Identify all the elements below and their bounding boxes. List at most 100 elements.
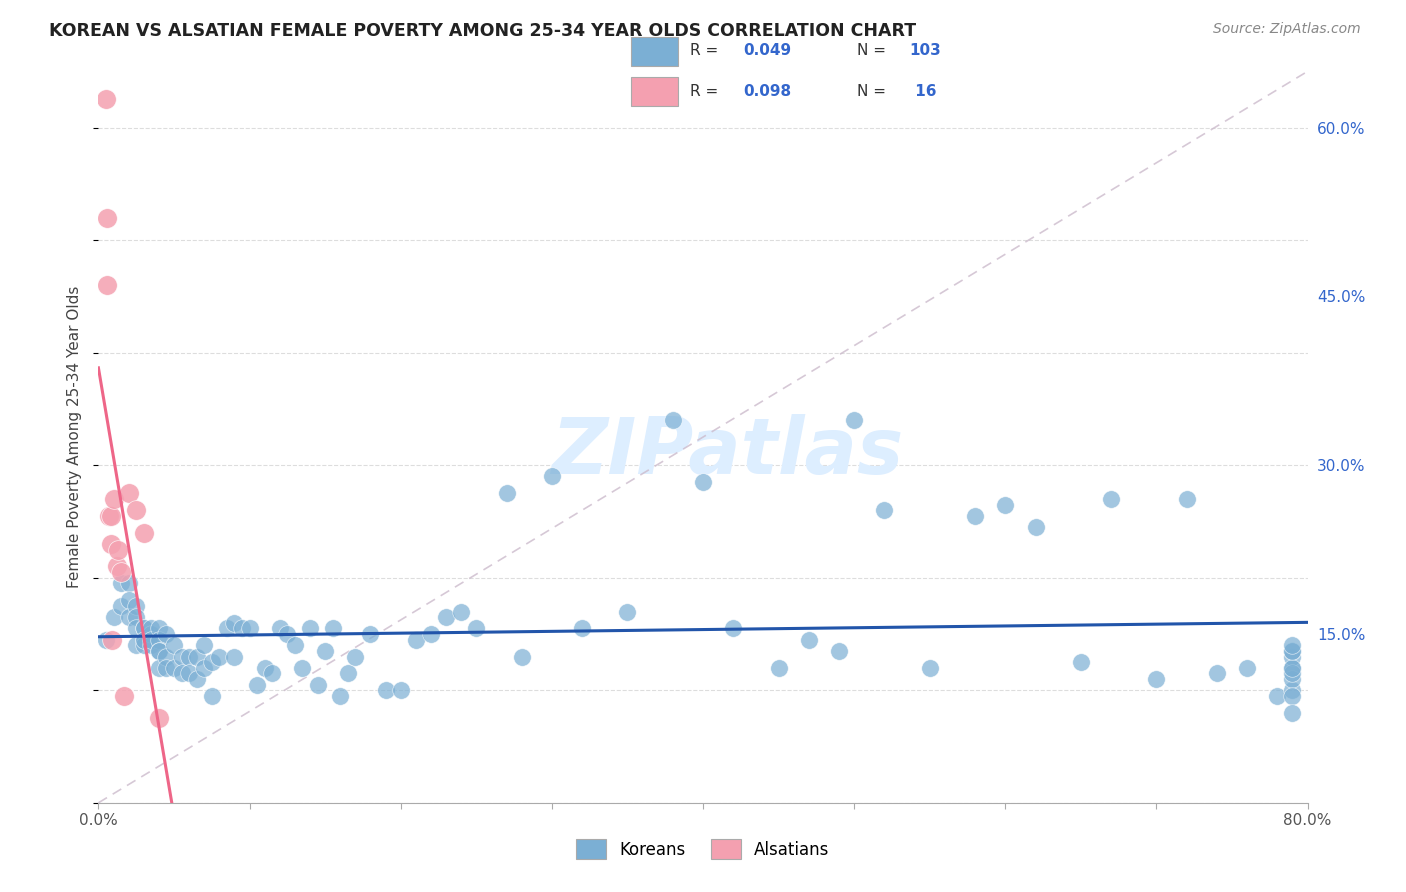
- Point: [155, 627, 177, 641]
- Point: [132, 525, 155, 540]
- Bar: [631, 77, 678, 106]
- Point: [201, 689, 224, 703]
- Point: [179, 649, 201, 664]
- Point: [201, 655, 224, 669]
- Point: [155, 649, 177, 664]
- Point: [141, 627, 163, 641]
- Point: [389, 683, 412, 698]
- Point: [322, 621, 344, 635]
- Point: [125, 503, 148, 517]
- Point: [797, 632, 820, 647]
- Point: [148, 644, 170, 658]
- Point: [495, 486, 517, 500]
- Point: [224, 649, 246, 664]
- Point: [148, 644, 170, 658]
- Point: [132, 632, 155, 647]
- Point: [1099, 491, 1122, 506]
- Legend: Koreans, Alsatians: Koreans, Alsatians: [568, 830, 838, 868]
- Point: [844, 413, 866, 427]
- Text: ZIPatlas: ZIPatlas: [551, 414, 903, 490]
- Text: N =: N =: [858, 84, 891, 98]
- Point: [125, 638, 148, 652]
- Point: [170, 649, 193, 664]
- Point: [374, 683, 396, 698]
- Point: [100, 537, 122, 551]
- Point: [170, 666, 193, 681]
- Point: [291, 661, 314, 675]
- Point: [107, 542, 129, 557]
- Point: [1175, 491, 1198, 506]
- Point: [1281, 672, 1303, 686]
- Point: [148, 621, 170, 635]
- Point: [1281, 689, 1303, 703]
- Point: [723, 621, 745, 635]
- Point: [155, 661, 177, 675]
- Point: [110, 599, 132, 613]
- Point: [329, 689, 352, 703]
- Point: [307, 678, 329, 692]
- Point: [125, 599, 148, 613]
- Point: [873, 503, 896, 517]
- Y-axis label: Female Poverty Among 25-34 Year Olds: Female Poverty Among 25-34 Year Olds: [67, 286, 83, 588]
- Point: [132, 638, 155, 652]
- Text: KOREAN VS ALSATIAN FEMALE POVERTY AMONG 25-34 YEAR OLDS CORRELATION CHART: KOREAN VS ALSATIAN FEMALE POVERTY AMONG …: [49, 22, 917, 40]
- Point: [163, 661, 186, 675]
- Point: [405, 632, 427, 647]
- Point: [692, 475, 714, 489]
- Point: [1281, 661, 1303, 675]
- Point: [193, 638, 215, 652]
- Text: R =: R =: [690, 44, 724, 58]
- Point: [118, 486, 141, 500]
- Point: [336, 666, 359, 681]
- Point: [1281, 638, 1303, 652]
- Point: [1144, 672, 1167, 686]
- Point: [1281, 644, 1303, 658]
- Point: [215, 621, 238, 635]
- Point: [965, 508, 987, 523]
- Point: [118, 576, 141, 591]
- Point: [193, 661, 215, 675]
- Text: R =: R =: [690, 84, 724, 98]
- Point: [125, 621, 148, 635]
- Point: [276, 627, 298, 641]
- Point: [1281, 706, 1303, 720]
- Point: [434, 610, 457, 624]
- Point: [284, 638, 307, 652]
- Point: [141, 621, 163, 635]
- Text: Source: ZipAtlas.com: Source: ZipAtlas.com: [1213, 22, 1361, 37]
- Point: [110, 565, 132, 579]
- Point: [1281, 666, 1303, 681]
- Point: [110, 576, 132, 591]
- Point: [1281, 683, 1303, 698]
- Point: [96, 211, 118, 225]
- Point: [1024, 520, 1046, 534]
- Point: [344, 649, 367, 664]
- Point: [420, 627, 443, 641]
- Text: N =: N =: [858, 44, 891, 58]
- Point: [1236, 661, 1258, 675]
- Text: 103: 103: [910, 44, 942, 58]
- Point: [1281, 649, 1303, 664]
- Point: [299, 621, 322, 635]
- Point: [828, 644, 851, 658]
- Point: [132, 632, 155, 647]
- Point: [148, 661, 170, 675]
- Point: [1206, 666, 1229, 681]
- Bar: [631, 37, 678, 66]
- Point: [1070, 655, 1092, 669]
- Point: [1267, 689, 1289, 703]
- Point: [1281, 661, 1303, 675]
- Point: [616, 605, 638, 619]
- Point: [571, 621, 593, 635]
- Point: [132, 621, 155, 635]
- Point: [141, 632, 163, 647]
- Point: [101, 632, 124, 647]
- Point: [510, 649, 533, 664]
- Point: [118, 593, 141, 607]
- Text: 0.049: 0.049: [744, 44, 792, 58]
- Point: [360, 627, 382, 641]
- Point: [163, 638, 186, 652]
- Point: [118, 610, 141, 624]
- Point: [96, 278, 118, 293]
- Point: [94, 632, 117, 647]
